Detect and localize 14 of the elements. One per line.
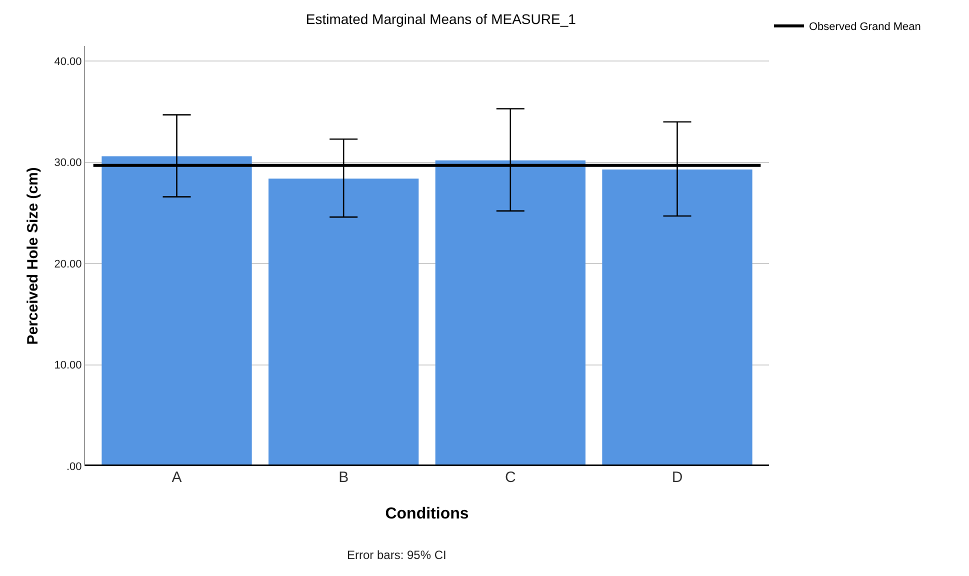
- y-axis-title: Perceived Hole Size (cm): [24, 167, 42, 345]
- chart-title: Estimated Marginal Means of MEASURE_1: [306, 11, 576, 28]
- x-tick-label: A: [172, 469, 182, 486]
- y-tick-label: 10.00: [54, 360, 82, 372]
- y-tick-label: 20.00: [54, 258, 82, 270]
- x-tick-label: B: [338, 469, 349, 486]
- text: Error bars: 95% CI: [347, 548, 446, 562]
- y-tick-label: 40.00: [54, 56, 82, 68]
- x-tick-label: C: [504, 469, 516, 486]
- x-axis-title: Conditions: [385, 506, 469, 523]
- legend-label: Observed Grand Mean: [809, 21, 921, 34]
- y-tick-label: 30.00: [54, 157, 82, 170]
- x-tick-label: D: [672, 469, 683, 486]
- y-tick-label: .00: [66, 460, 82, 473]
